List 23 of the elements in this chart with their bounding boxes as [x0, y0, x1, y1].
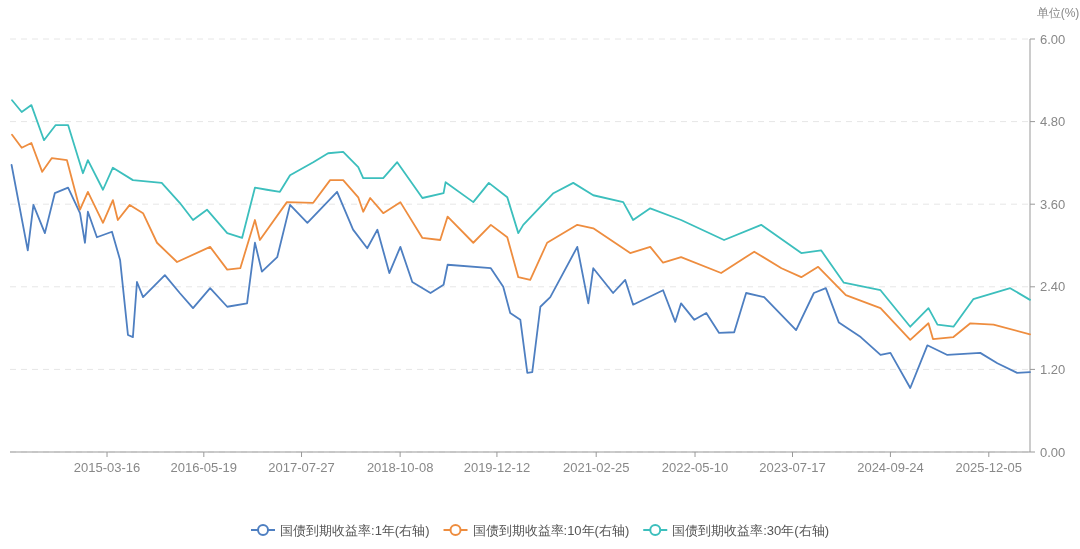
- x-tick-label: 2017-07-27: [268, 460, 335, 475]
- x-tick-label: 2016-05-19: [170, 460, 238, 475]
- x-tick-label: 2025-12-05: [955, 460, 1023, 475]
- legend-label: 国债到期收益率:10年(右轴): [472, 522, 630, 538]
- y-tick-label: 3.60: [1040, 196, 1066, 212]
- y-tick-label: 2.40: [1040, 279, 1066, 295]
- legend-label: 国债到期收益率:1年(右轴): [280, 522, 430, 538]
- x-tick-label: 2019-12-12: [463, 460, 531, 475]
- x-tick-label: 2018-10-08: [366, 460, 434, 475]
- y-tick-label: 1.20: [1040, 361, 1066, 377]
- legend-label: 国债到期收益率:30年(右轴): [672, 522, 829, 538]
- x-tick-label: 2022-05-10: [661, 460, 729, 475]
- x-tick-label: 2015-03-16: [73, 460, 141, 475]
- line-series: [11, 99, 1031, 328]
- y-tick-label: 4.80: [1040, 114, 1066, 130]
- y-tick-label: 0.00: [1040, 444, 1066, 460]
- x-tick-label: 2024-09-24: [857, 460, 924, 475]
- x-tick-label: 2021-02-25: [562, 460, 630, 475]
- y-tick-label: 6.00: [1040, 31, 1066, 47]
- x-tick-label: 2023-07-17: [759, 460, 826, 475]
- y-axis-title: 单位(%): [1036, 6, 1080, 20]
- line-series: [10, 164, 1031, 389]
- line-series: [11, 133, 1031, 341]
